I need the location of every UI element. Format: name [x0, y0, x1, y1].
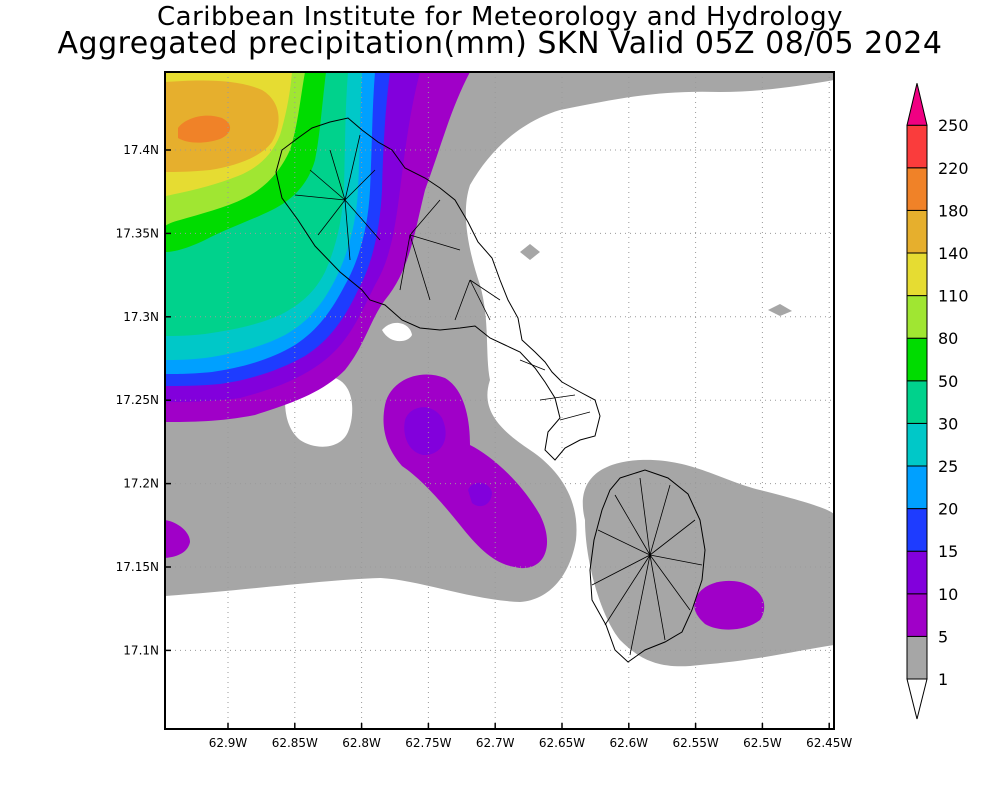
- colorbar-label: 15: [938, 542, 958, 561]
- x-tick-label: 62.85W: [272, 736, 318, 750]
- colorbar-label: 140: [938, 244, 969, 263]
- y-tick-label: 17.4N: [123, 143, 159, 157]
- x-tick-label: 62.7W: [476, 736, 515, 750]
- st-kitts-island: [275, 117, 601, 461]
- y-tick-label: 17.1N: [123, 643, 159, 657]
- colorbar-swatch-220: [906, 167, 928, 211]
- colorbar-swatch-20: [906, 508, 928, 552]
- colorbar-label: 10: [938, 585, 958, 604]
- chart-title-institute: Caribbean Institute for Meteorology and …: [157, 2, 843, 32]
- colorbar-label: 1: [938, 670, 948, 689]
- y-tick-label: 17.25N: [116, 393, 159, 407]
- st-kitts-watershed: [294, 134, 591, 421]
- colorbar-label: 25: [938, 457, 958, 476]
- colorbar-bottom-arrow: [906, 678, 928, 720]
- colorbar-label: 50: [938, 372, 958, 391]
- y-tick-label: 17.2N: [123, 477, 159, 491]
- colorbar-label: 30: [938, 414, 958, 433]
- nevis-island: [589, 469, 706, 663]
- colorbar-swatch-30: [906, 422, 928, 467]
- x-tick-label: 62.8W: [342, 736, 381, 750]
- colorbar-swatch-110: [906, 295, 928, 339]
- colorbar-swatch-180: [906, 209, 928, 254]
- x-tick-label: 62.9W: [209, 736, 248, 750]
- x-tick-label: 62.65W: [539, 736, 585, 750]
- colorbar-label: 5: [938, 627, 948, 646]
- precip-10mm-nevis: [694, 580, 765, 630]
- x-tick-label: 62.5W: [743, 736, 782, 750]
- st-kitts-coastline: [275, 117, 601, 461]
- precip-below-1mm-hole: [382, 322, 412, 342]
- precip-5mm-small-patch: [768, 304, 792, 316]
- colorbar-swatch-25: [906, 465, 928, 510]
- precip-10mm-core: [468, 482, 492, 507]
- precip-10mm-edge: [165, 520, 190, 558]
- colorbar-label: 250: [938, 116, 969, 135]
- y-axis-ticks: 17.4N 17.35N 17.3N 17.25N 17.2N 17.15N 17.1N: [116, 143, 171, 657]
- nevis-coastline: [589, 469, 706, 663]
- y-tick-label: 17.15N: [116, 560, 159, 574]
- x-tick-label: 62.75W: [405, 736, 451, 750]
- y-tick-label: 17.35N: [116, 226, 159, 240]
- colorbar-swatch-140: [906, 252, 928, 297]
- colorbar-swatch-80: [906, 337, 928, 382]
- colorbar-top-arrow: [906, 83, 928, 126]
- colorbar-label: 220: [938, 159, 969, 178]
- colorbar-swatch-50: [906, 380, 928, 424]
- x-axis-ticks: 62.9W 62.85W 62.8W 62.75W 62.7W 62.65W 62.6W 62…: [209, 723, 852, 750]
- colorbar-swatch-250: [906, 124, 928, 169]
- colorbar-swatch-5: [906, 635, 928, 680]
- chart-title-product: Aggregated precipitation(mm) SKN Valid 0…: [57, 26, 943, 61]
- x-tick-label: 62.45W: [806, 736, 852, 750]
- colorbar-swatch-15: [906, 550, 928, 595]
- x-tick-label: 62.6W: [610, 736, 649, 750]
- colorbar-label: 110: [938, 287, 969, 306]
- precipitation-field: [165, 72, 834, 729]
- precip-220mm-core: [178, 115, 231, 143]
- x-tick-label: 62.55W: [672, 736, 718, 750]
- colorbar-swatch-10: [906, 593, 928, 637]
- nevis-watershed: [591, 477, 703, 656]
- y-tick-label: 17.3N: [123, 310, 159, 324]
- colorbar-label: 180: [938, 201, 969, 220]
- precip-10mm-core: [404, 407, 446, 456]
- colorbar-label: 20: [938, 500, 958, 519]
- colorbar-label: 80: [938, 329, 958, 348]
- precip-5mm-small-patch: [520, 244, 540, 260]
- precip-5mm-nevis-area: [582, 459, 834, 667]
